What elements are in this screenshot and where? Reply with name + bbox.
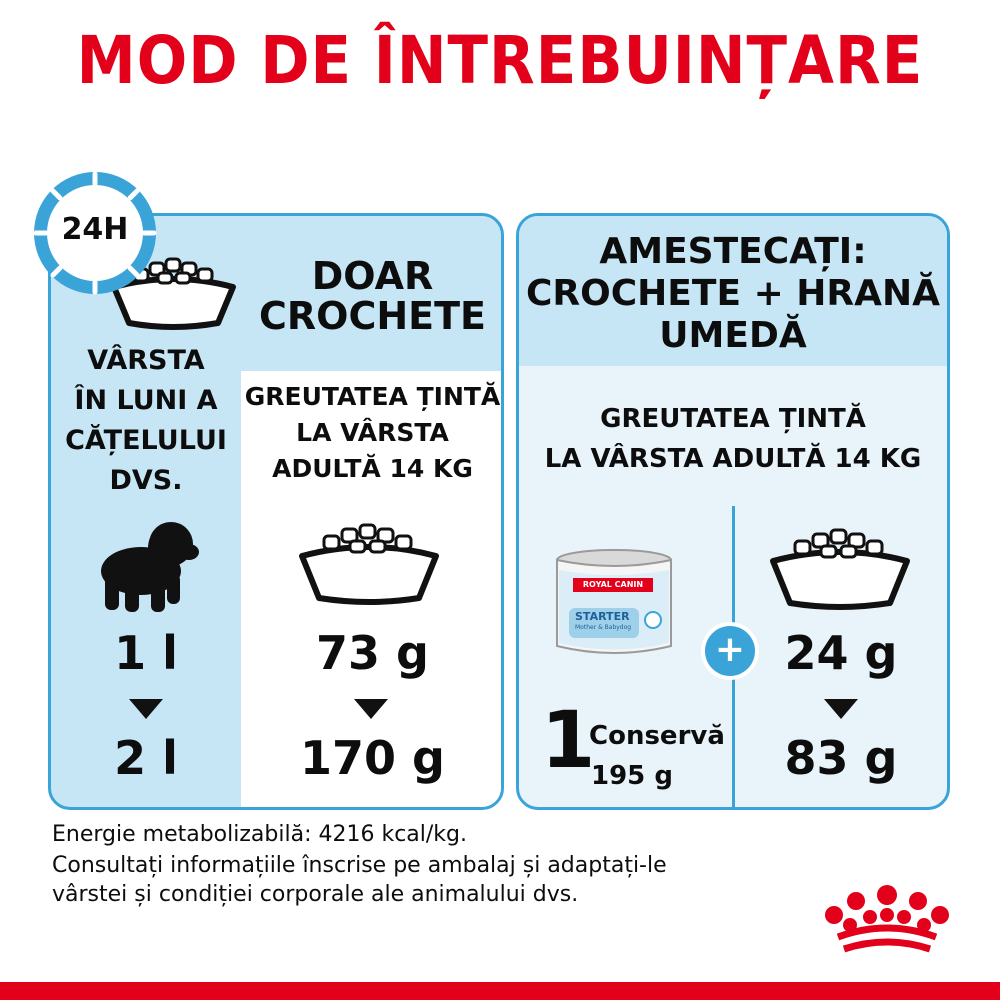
brand-bottom-bar: [0, 982, 1000, 1000]
royal-crown-logo-icon: [825, 885, 949, 953]
kibble-header-line2: CROCHETE: [259, 294, 486, 338]
target-weight-line1: GREUTATEA ȚINTĂ: [244, 382, 501, 411]
mixed-target-line2: LA VÂRSTA ADULTĂ 14 KG: [544, 444, 922, 474]
mixed-kibble-from: 24 g: [784, 626, 898, 680]
age-label-line2: ÎN LUNI A: [74, 385, 218, 416]
target-weight-line2: LA VÂRSTA: [296, 418, 449, 447]
mixed-feeding-panel: AMESTECAȚI: CROCHETE + HRANĂ UMEDĂ GREUT…: [516, 213, 950, 810]
age-label-line4: DVS.: [109, 465, 183, 496]
target-weight-line3: ADULTĂ 14 KG: [272, 454, 473, 483]
age-from: 1 l: [114, 626, 178, 680]
kibble-amount-to: 170 g: [300, 731, 445, 785]
kibble-amount-from: 73 g: [316, 626, 429, 680]
food-bowl-icon: [299, 523, 439, 605]
food-bowl-icon: [770, 528, 910, 610]
mixed-target-line1: GREUTATEA ȚINTĂ: [600, 404, 866, 434]
age-label-line3: CĂȚELULUI: [65, 425, 227, 456]
food-bowl-icon: [111, 257, 236, 330]
can-weight: 195 g: [591, 761, 673, 791]
arrow-down-icon: [354, 699, 388, 719]
can-product: STARTER: [575, 610, 630, 623]
mixed-header-line2: CROCHETE + HRANĂ: [526, 273, 940, 314]
mixed-header-line3: UMEDĂ: [659, 315, 807, 356]
clock-icon: [33, 171, 157, 295]
footer-note-line1: Consultați informațiile înscrise pe amba…: [52, 853, 667, 878]
mixed-header-line1: AMESTECAȚI:: [599, 231, 867, 272]
footer-note-line2: vârstei și condiției corporale ale anima…: [52, 882, 579, 907]
page-title: MOD DE ÎNTREBUINȚARE: [76, 22, 924, 99]
kibble-only-panel: DOAR CROCHETE VÂRSTA ÎN LUNI A CĂȚELULUI…: [48, 213, 504, 810]
wet-food-can: ROYAL CANIN STARTER Mother & Babydog: [555, 548, 673, 658]
puppy-icon: [101, 522, 199, 612]
clock-label: 24H: [61, 212, 129, 247]
mixed-kibble-to: 83 g: [784, 731, 898, 785]
age-to: 2 l: [114, 731, 178, 785]
can-count: 1: [541, 696, 596, 786]
can-unit: Conservă: [589, 721, 725, 751]
can-subtitle: Mother & Babydog: [575, 624, 632, 631]
arrow-down-icon: [129, 699, 163, 719]
mixed-header-bg: [519, 216, 947, 366]
footer-energy: Energie metabolizabilă: 4216 kcal/kg.: [52, 822, 467, 847]
arrow-down-icon: [824, 699, 858, 719]
kibble-header-line1: DOAR: [311, 254, 434, 298]
age-label-line1: VÂRSTA: [87, 345, 205, 376]
plus-icon: +: [705, 626, 755, 676]
can-brand: ROYAL CANIN: [573, 578, 653, 592]
